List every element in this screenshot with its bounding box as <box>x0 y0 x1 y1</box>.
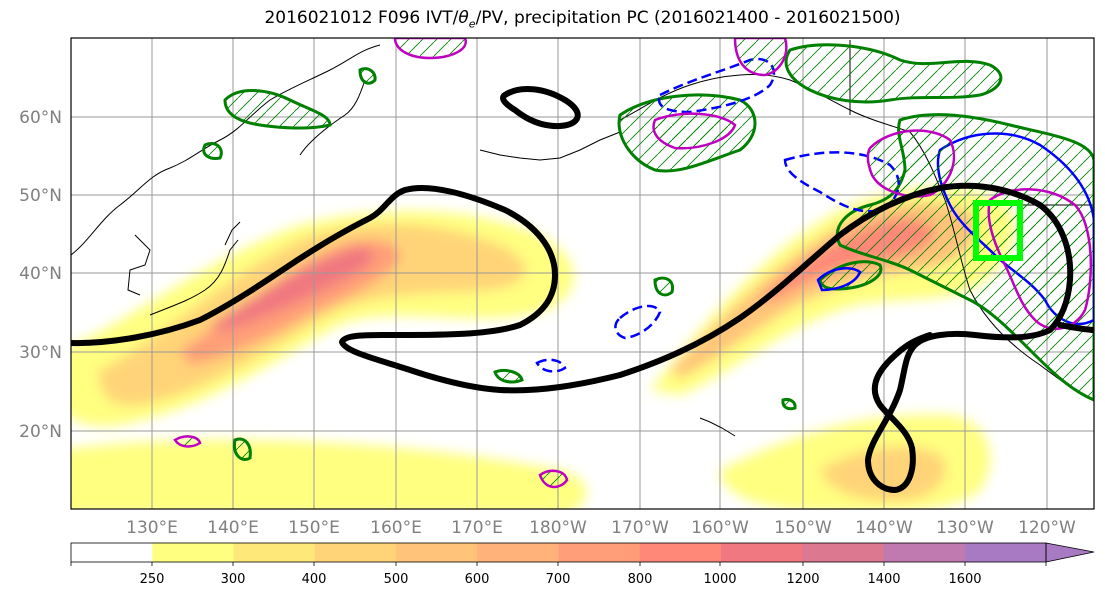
theta-e-small-1 <box>358 67 377 85</box>
colorbar-swatch-below <box>71 543 153 562</box>
lon-label-170e: 170°E <box>451 518 503 538</box>
colorbar-extend-arrow <box>1045 542 1095 563</box>
coast-korea <box>127 234 151 296</box>
lon-label-150e: 150°E <box>288 518 340 538</box>
lon-label-150w: 150°W <box>774 518 832 538</box>
title-suffix: /PV, precipitation PC (2016021400 - 2016… <box>475 8 901 28</box>
map-title: 2016021012 F096 IVT/θe/PV, precipitation… <box>0 8 1105 30</box>
colorbar-swatch-250 <box>152 543 234 562</box>
colorbar-label-1000: 1000 <box>703 572 736 587</box>
lon-label-130e: 130°E <box>126 518 178 538</box>
colorbar-swatch-1000 <box>721 543 803 562</box>
title-theta-sub: e <box>468 17 476 31</box>
colorbar-ticks <box>70 562 1047 566</box>
theta-e-kamchatka <box>223 89 332 130</box>
title-prefix: 2016021012 F096 IVT/ <box>264 8 459 28</box>
precip-pos-mid-3 <box>816 267 862 292</box>
coast-hawaii <box>699 417 736 437</box>
lon-label-140e: 140°E <box>207 518 259 538</box>
pv-east-edge <box>1057 322 1094 333</box>
coast-aleutians <box>479 131 621 161</box>
lon-label-170w: 170°W <box>611 518 669 538</box>
precip-neg-top-1 <box>393 38 467 60</box>
region-highlight-box <box>973 200 1023 261</box>
colorbar-swatch-800 <box>639 543 722 562</box>
theta-e-mid-2 <box>653 276 675 297</box>
colorbar: 250 300 400 500 600 700 800 1000 1200 14… <box>70 542 1095 587</box>
coast-kamchatka <box>299 79 366 156</box>
pv-contours <box>71 86 1094 493</box>
colorbar-label-1200: 1200 <box>786 572 819 587</box>
precip-neg-south-1 <box>173 435 202 448</box>
pv-arctic-loop <box>500 86 581 130</box>
colorbar-swatch-500 <box>396 543 478 562</box>
colorbar-label-400: 400 <box>302 572 327 587</box>
colorbar-label-800: 800 <box>628 572 653 587</box>
precip-neg-south-2 <box>538 469 569 489</box>
coast-japan <box>149 221 241 316</box>
title-theta: θ <box>458 8 469 28</box>
lon-labels: 130°E 140°E 150°E 160°E 170°E 180°W 170°… <box>126 518 1076 538</box>
lat-labels: 60°N 50°N 40°N 30°N 20°N <box>19 108 62 442</box>
lon-label-160w: 160°W <box>691 518 749 538</box>
lat-label-20: 20°N <box>19 422 62 442</box>
colorbar-swatch-600 <box>477 543 559 562</box>
theta-e-mid-3 <box>493 368 524 384</box>
theta-e-alaska-2 <box>784 43 1003 104</box>
colorbar-frame <box>70 542 1047 563</box>
lat-label-50: 50°N <box>19 186 62 206</box>
lon-label-160e: 160°E <box>370 518 422 538</box>
colorbar-label-250: 250 <box>140 572 165 587</box>
lat-label-60: 60°N <box>19 108 62 128</box>
graticule <box>71 38 1094 509</box>
colorbar-label-500: 500 <box>384 572 409 587</box>
theta-e-south-1 <box>232 437 252 461</box>
colorbar-label-1400: 1400 <box>867 572 900 587</box>
colorbar-label-700: 700 <box>546 572 571 587</box>
precip-pos-mid-2 <box>535 358 567 373</box>
colorbar-swatches <box>71 543 1047 562</box>
colorbar-label-1600: 1600 <box>948 572 981 587</box>
ivt-band-south-outer <box>71 439 587 509</box>
colorbar-swatch-1200 <box>802 543 884 562</box>
precip-neg-gulf <box>866 129 956 198</box>
map-frame <box>70 37 1095 510</box>
ivt-band-west-core <box>210 247 373 330</box>
pv-trough-west <box>71 182 1074 493</box>
colorbar-swatch-700 <box>558 543 641 562</box>
map-panel <box>71 38 1094 509</box>
lon-label-130w: 130°W <box>936 518 994 538</box>
colorbar-label-600: 600 <box>465 572 490 587</box>
lon-label-120w: 120°W <box>1018 518 1076 538</box>
precip-neg-top-2 <box>733 38 788 77</box>
colorbar-swatch-400 <box>314 543 397 562</box>
lat-label-30: 30°N <box>19 343 62 363</box>
coast-asia <box>71 44 381 256</box>
lon-label-140w: 140°W <box>855 518 913 538</box>
colorbar-swatch-1400 <box>883 543 966 562</box>
lat-label-40: 40°N <box>19 264 62 284</box>
coast-alaska <box>619 74 911 133</box>
theta-e-south-2 <box>781 398 797 411</box>
colorbar-swatch-300 <box>233 543 316 562</box>
precip-neg-alaska <box>652 112 737 150</box>
precip-pos-alaska <box>657 57 776 114</box>
colorbar-label-300: 300 <box>221 572 246 587</box>
theta-e-small-2 <box>202 142 223 160</box>
lon-label-180w: 180°W <box>529 518 587 538</box>
precip-pos-mid-1 <box>614 304 662 340</box>
colorbar-swatch-1600 <box>964 543 1047 562</box>
